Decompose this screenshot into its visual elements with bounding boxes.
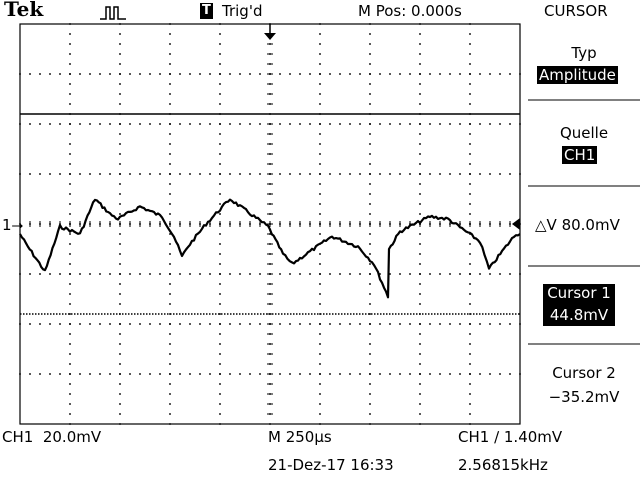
trigger-status: Trig'd bbox=[222, 2, 263, 20]
channel-1-marker: 1⭢ bbox=[2, 216, 24, 234]
trigger-level-arrow bbox=[512, 218, 520, 230]
channel-marker-label: 1 bbox=[2, 216, 12, 234]
timebase: M 250µs bbox=[268, 428, 332, 446]
menu-typ-label[interactable]: Typ bbox=[571, 44, 597, 62]
frequency-readout: 2.56815kHz bbox=[458, 456, 548, 474]
delta-v-readout: △V 80.0mV bbox=[535, 216, 620, 234]
cursor1-button[interactable]: Cursor 1 44.8mV bbox=[543, 284, 615, 326]
waveform-trace bbox=[19, 198, 521, 299]
trigger-setting: CH1 ∕ 1.40mV bbox=[458, 428, 563, 446]
date-time: 21-Dez-17 16:33 bbox=[268, 456, 394, 474]
cursor1-label: Cursor 1 bbox=[547, 284, 611, 302]
graticule bbox=[19, 23, 521, 425]
menu-typ-value[interactable]: Amplitude bbox=[537, 66, 618, 84]
trigger-badge: T bbox=[200, 3, 213, 19]
tek-logo: Tek bbox=[4, 0, 44, 21]
ch1-scale: CH1 20.0mV bbox=[2, 428, 102, 446]
m-pos: M Pos: 0.000s bbox=[358, 2, 462, 20]
cursor2-value[interactable]: −35.2mV bbox=[548, 388, 620, 406]
menu-title: CURSOR bbox=[544, 2, 608, 20]
cursor1-value: 44.8mV bbox=[549, 306, 609, 324]
menu-quelle-label[interactable]: Quelle bbox=[559, 124, 609, 142]
trigger-pulse-icon bbox=[100, 6, 126, 20]
menu-quelle-value[interactable]: CH1 bbox=[562, 146, 598, 164]
trigger-position-arrow bbox=[264, 24, 276, 40]
cursor2-label[interactable]: Cursor 2 bbox=[552, 364, 616, 382]
